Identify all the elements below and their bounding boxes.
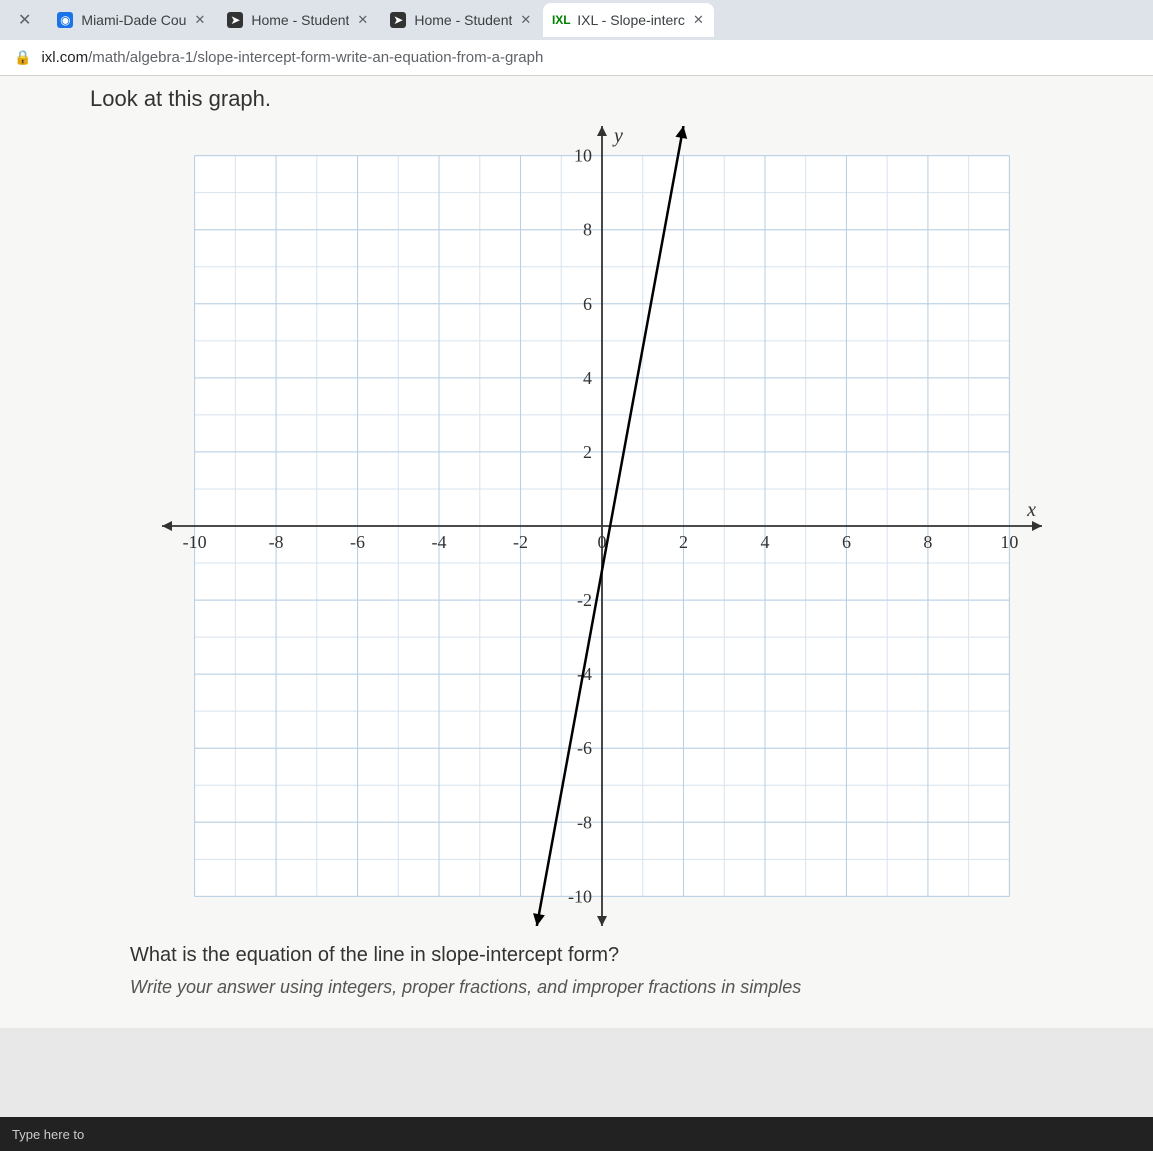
tab-title: Home - Student xyxy=(251,12,349,28)
coordinate-graph: -10-8-6-4-20246810-10-8-6-4-2246810xy xyxy=(162,126,1042,926)
browser-tab[interactable]: IXL IXL - Slope-interc ✕ xyxy=(543,3,714,37)
svg-text:-2: -2 xyxy=(513,532,528,552)
lock-icon: 🔒 xyxy=(14,49,31,66)
svg-text:10: 10 xyxy=(1000,532,1018,552)
svg-text:-4: -4 xyxy=(431,532,446,552)
tab-favicon-icon: ➤ xyxy=(227,12,243,28)
svg-text:8: 8 xyxy=(923,532,932,552)
svg-text:10: 10 xyxy=(574,146,592,166)
instruction-text: Look at this graph. xyxy=(90,86,1113,112)
page-content: Look at this graph. -10-8-6-4-20246810-1… xyxy=(0,76,1153,1028)
tab-favicon-icon: IXL xyxy=(553,12,569,28)
browser-tab[interactable]: ➤ Home - Student ✕ xyxy=(217,3,378,37)
close-icon[interactable]: ✕ xyxy=(4,10,45,30)
svg-text:4: 4 xyxy=(760,532,769,552)
svg-text:-6: -6 xyxy=(577,738,592,758)
svg-text:y: y xyxy=(612,126,623,147)
browser-tab-strip: ✕ ◉ Miami-Dade Cou ✕ ➤ Home - Student ✕ ➤ Home … xyxy=(0,0,1153,40)
svg-text:-6: -6 xyxy=(350,532,365,552)
url-path: /math/algebra-1/slope-intercept-form-wri… xyxy=(88,49,543,66)
svg-text:2: 2 xyxy=(583,442,592,462)
svg-text:6: 6 xyxy=(583,294,592,314)
question-text: What is the equation of the line in slop… xyxy=(90,944,1113,967)
taskbar-search-hint: Type here to xyxy=(12,1127,84,1142)
tab-title: IXL - Slope-interc xyxy=(577,12,685,28)
svg-text:-8: -8 xyxy=(268,532,283,552)
svg-text:4: 4 xyxy=(583,368,592,388)
svg-text:2: 2 xyxy=(678,532,687,552)
url-host: ixl.com xyxy=(41,49,88,66)
svg-text:6: 6 xyxy=(841,532,850,552)
svg-text:-2: -2 xyxy=(577,590,592,610)
graph-container: -10-8-6-4-20246810-10-8-6-4-2246810xy xyxy=(90,126,1113,926)
svg-text:x: x xyxy=(1026,499,1036,521)
browser-tab[interactable]: ◉ Miami-Dade Cou ✕ xyxy=(47,3,215,37)
tab-favicon-icon: ➤ xyxy=(390,12,406,28)
tab-close-icon[interactable]: ✕ xyxy=(357,12,368,28)
tab-title: Home - Student xyxy=(414,12,512,28)
tab-title: Miami-Dade Cou xyxy=(81,12,186,28)
browser-tab[interactable]: ➤ Home - Student ✕ xyxy=(380,3,541,37)
taskbar[interactable]: Type here to xyxy=(0,1117,1153,1151)
tab-close-icon[interactable]: ✕ xyxy=(520,12,531,28)
svg-text:-10: -10 xyxy=(568,886,592,906)
address-bar[interactable]: 🔒 ixl.com/math/algebra-1/slope-intercept… xyxy=(0,40,1153,76)
tab-close-icon[interactable]: ✕ xyxy=(693,12,704,28)
svg-text:8: 8 xyxy=(583,220,592,240)
question-subtext: Write your answer using integers, proper… xyxy=(90,977,1113,998)
url-text: ixl.com/math/algebra-1/slope-intercept-f… xyxy=(41,49,543,66)
svg-text:-10: -10 xyxy=(182,532,206,552)
svg-text:-8: -8 xyxy=(577,812,592,832)
tab-favicon-icon: ◉ xyxy=(57,12,73,28)
tab-close-icon[interactable]: ✕ xyxy=(194,12,205,28)
